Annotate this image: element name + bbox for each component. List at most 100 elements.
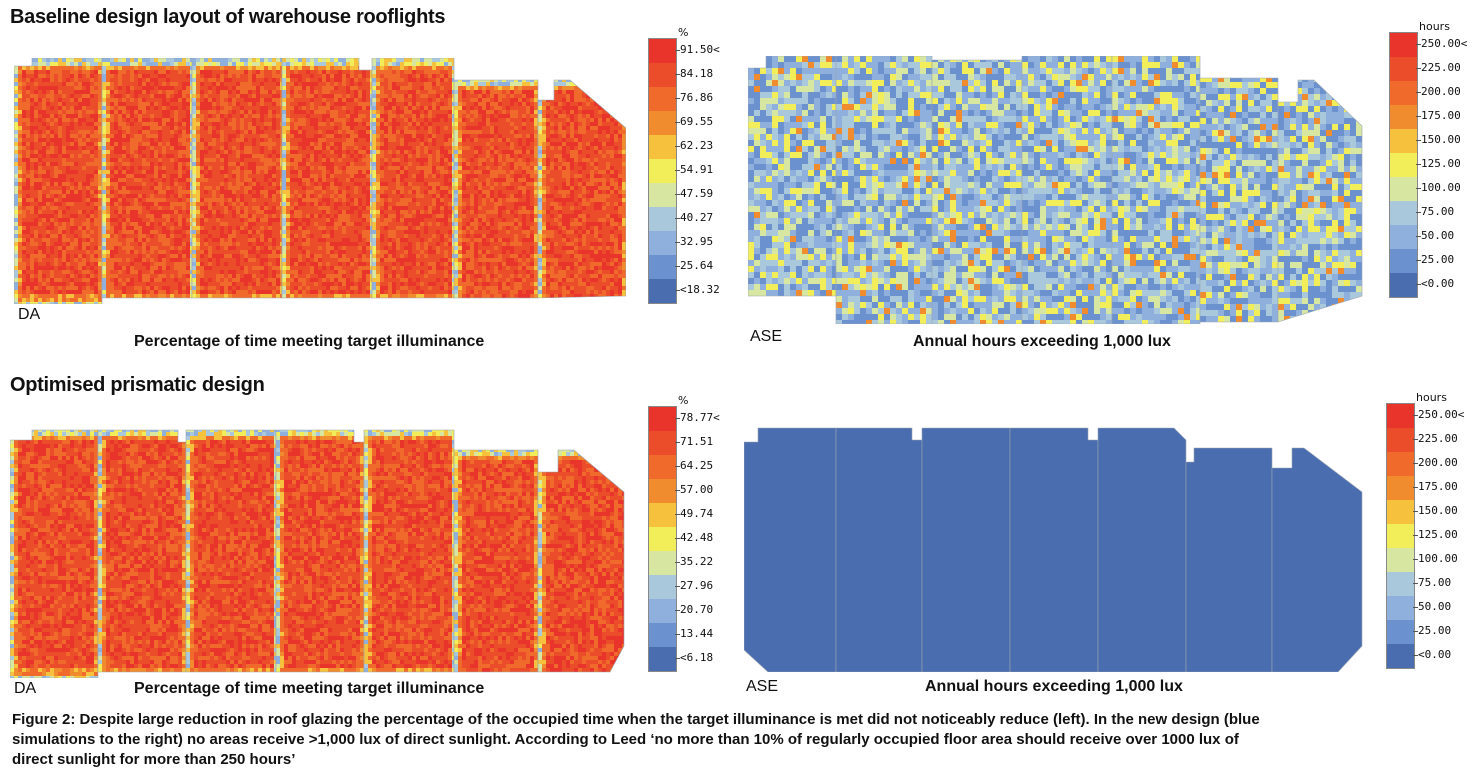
heatmap-cell (82, 290, 87, 295)
heatmap-cell (86, 298, 91, 303)
heatmap-cell (286, 62, 291, 67)
heatmap-cell (208, 154, 213, 159)
heatmap-cell (130, 186, 135, 191)
heatmap-cell (30, 254, 35, 259)
heatmap-cell (190, 66, 192, 71)
heatmap-cell (46, 126, 51, 131)
heatmap-cell (366, 170, 371, 175)
heatmap-cell (114, 194, 119, 199)
heatmap-cell (182, 210, 187, 215)
heatmap-cell (208, 58, 213, 63)
heatmap-cell (330, 122, 335, 127)
heatmap-cell (290, 114, 295, 119)
heatmap-cell (130, 82, 135, 87)
heatmap-cell (228, 242, 233, 247)
heatmap-cell (142, 154, 147, 159)
heatmap-cell (126, 118, 131, 123)
heatmap-cell (78, 106, 83, 111)
heatmap-cell (204, 110, 209, 115)
heatmap-cell (244, 250, 249, 255)
heatmap-cell (306, 78, 311, 83)
heatmap-cell (42, 286, 47, 291)
heatmap-cell (138, 106, 143, 111)
heatmap-cell (14, 98, 19, 103)
heatmap-cell (208, 170, 213, 175)
heatmap-cell (70, 70, 75, 75)
heatmap-cell (66, 146, 71, 151)
heatmap-cell (196, 142, 201, 147)
heatmap-cell (350, 94, 355, 99)
heatmap-cell (46, 162, 51, 167)
heatmap-cell (130, 74, 135, 79)
heatmap-cell (138, 206, 143, 211)
heatmap-cell (248, 66, 253, 71)
heatmap-cell (154, 250, 159, 255)
heatmap-cell (106, 190, 111, 195)
heatmap-cell (94, 246, 99, 251)
heatmap-cell (322, 118, 327, 123)
heatmap-cell (236, 270, 241, 275)
heatmap-cell (146, 110, 151, 115)
heatmap-cell (82, 182, 87, 187)
heatmap-cell (102, 282, 107, 287)
heatmap-cell (232, 278, 237, 283)
heatmap-cell (54, 266, 59, 271)
heatmap-cell (290, 146, 295, 151)
heatmap-cell (58, 286, 63, 291)
heatmap-cell (42, 110, 47, 115)
heatmap-cell (18, 90, 23, 95)
heatmap-cell (94, 138, 99, 143)
heatmap-cell (350, 98, 355, 103)
heatmap-cell (298, 146, 303, 151)
heatmap-cell (114, 74, 119, 79)
heatmap-cell (46, 78, 51, 83)
heatmap-cell (158, 106, 163, 111)
heatmap-cell (182, 146, 187, 151)
heatmap-cell (264, 146, 269, 151)
heatmap-cell (220, 242, 225, 247)
heatmap-cell (276, 142, 281, 147)
heatmap-cell (330, 66, 335, 71)
heatmap-cell (260, 146, 265, 151)
heatmap-cell (142, 286, 147, 291)
heatmap-cell (322, 98, 327, 103)
heatmap-cell (158, 174, 163, 179)
heatmap-cell (200, 82, 205, 87)
heatmap-cell (154, 166, 159, 171)
heatmap-cell (46, 70, 51, 75)
heatmap-cell (14, 102, 19, 107)
heatmap-cell (74, 138, 79, 143)
heatmap-cell (42, 78, 47, 83)
heatmap-cell (276, 278, 281, 283)
heatmap-cell (244, 154, 249, 159)
heatmap-cell (150, 70, 155, 75)
heatmap-cell (162, 58, 167, 63)
heatmap-cell (354, 94, 359, 99)
heatmap-cell (302, 58, 307, 63)
heatmap-cell (14, 94, 19, 99)
heatmap-cell (126, 274, 131, 279)
heatmap-cell (174, 74, 179, 79)
heatmap-cell (58, 198, 63, 203)
heatmap-cell (98, 202, 102, 207)
heatmap-cell (30, 222, 35, 227)
heatmap-cell (106, 234, 111, 239)
heatmap-cell (50, 130, 55, 135)
heatmap-cell (154, 98, 159, 103)
heatmap-cell (370, 146, 372, 151)
heatmap-cell (268, 226, 273, 231)
heatmap-cell (268, 90, 273, 95)
heatmap-cell (252, 162, 257, 167)
heatmap-cell (62, 262, 67, 267)
heatmap-cell (42, 182, 47, 187)
heatmap-cell (306, 190, 311, 195)
heatmap-cell (314, 114, 319, 119)
heatmap-cell (252, 202, 257, 207)
heatmap-cell (240, 106, 245, 111)
heatmap-cell (186, 134, 191, 139)
heatmap-cell (322, 114, 327, 119)
heatmap-cell (314, 74, 319, 79)
heatmap-cell (282, 94, 287, 99)
heatmap-cell (14, 238, 19, 243)
heatmap-cell (174, 86, 179, 91)
